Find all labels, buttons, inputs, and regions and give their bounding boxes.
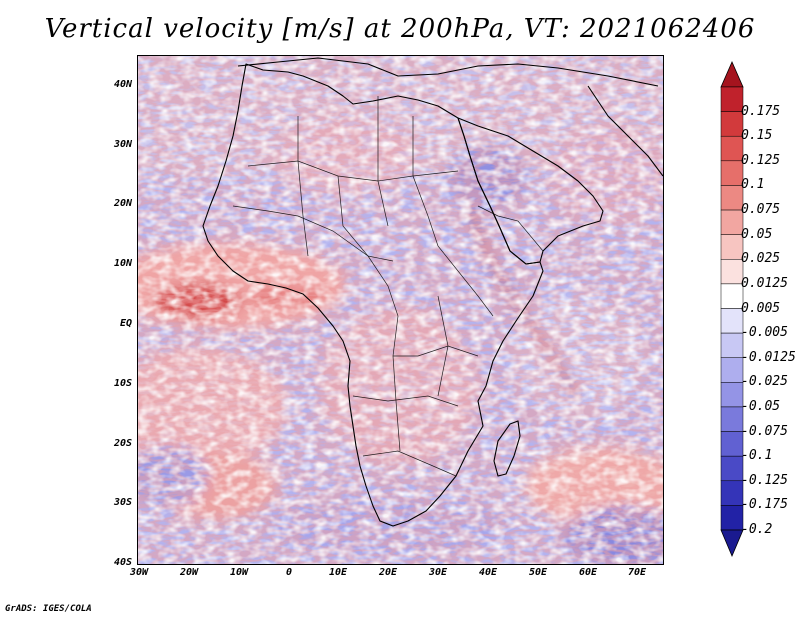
lon-label-40e: 40E <box>478 567 498 578</box>
lat-label-40n: 40N <box>113 79 132 90</box>
lon-label-10w: 10W <box>229 567 249 578</box>
lon-label-10e: 10E <box>328 567 348 578</box>
colorbar-tick-label: 0.1 <box>741 177 765 193</box>
colorbar-swatch <box>720 160 744 186</box>
lon-label-20e: 20E <box>378 567 398 578</box>
lon-label-30w: 30W <box>129 567 149 578</box>
colorbar-swatch <box>720 283 744 309</box>
colorbar-tick-label: -0.1 <box>741 448 773 464</box>
europe-coast <box>237 57 659 87</box>
lon-label-20w: 20W <box>179 567 199 578</box>
map-plot-area <box>137 55 664 565</box>
credit-text: GrADS: IGES/COLA <box>5 604 92 614</box>
lat-label-30n: 30N <box>113 139 132 150</box>
colorbar-tick-label: -0.0125 <box>741 349 796 365</box>
colorbar-swatch <box>720 406 744 432</box>
colorbar-swatch <box>720 135 744 162</box>
asia-coast <box>587 85 663 177</box>
colorbar-tick-label: 0.0125 <box>741 275 788 291</box>
colorbar-bottom-arrow <box>720 529 744 558</box>
colorbar-top-arrow <box>720 61 744 88</box>
lat-label-20s: 20S <box>113 438 132 449</box>
colorbar-tick-label: 0.15 <box>741 128 773 144</box>
colorbar-tick-label: -0.005 <box>741 325 788 341</box>
colorbar-swatch <box>720 111 744 137</box>
colorbar-swatch <box>720 382 744 408</box>
colorbar-swatch <box>720 332 744 358</box>
country-borders <box>232 96 544 477</box>
lat-label-20n: 20N <box>113 198 132 209</box>
colorbar-tick-label: 0.175 <box>741 103 781 119</box>
colorbar-swatch <box>720 209 744 235</box>
lon-label-70e: 70E <box>627 567 647 578</box>
colorbar-tick-label: -0.125 <box>741 472 788 488</box>
colorbar-tick-label: -0.175 <box>741 497 788 513</box>
colorbar-swatch <box>720 455 744 482</box>
coastlines <box>202 57 663 527</box>
lat-label-10s: 10S <box>113 378 132 389</box>
colorbar-swatch <box>720 234 744 260</box>
lon-label-60e: 60E <box>578 567 598 578</box>
colorbar-tick-label: 0.005 <box>741 300 781 316</box>
colorbar-swatch <box>720 185 744 211</box>
colorbar-tick-label: 0.075 <box>741 202 781 218</box>
colorbar-tick-label: -0.05 <box>741 398 781 414</box>
colorbar-tick-label: -0.025 <box>741 374 788 390</box>
colorbar-swatch <box>720 259 744 285</box>
lat-label-10n: 10N <box>113 258 132 269</box>
colorbar-swatch <box>720 480 744 506</box>
colorbar-swatch <box>720 357 744 383</box>
colorbar-tick-label: -0.075 <box>741 423 788 439</box>
velocity-texture-light <box>138 56 663 564</box>
colorbar-swatch <box>720 86 744 112</box>
colorbar-tick-label: -0.2 <box>741 522 773 537</box>
lon-label-30e: 30E <box>428 567 448 578</box>
colorbar-tick-label: 0.05 <box>741 226 773 242</box>
colorbar-swatch <box>720 505 744 531</box>
lon-label-50e: 50E <box>528 567 548 578</box>
lon-label-0: 0 <box>285 567 293 578</box>
colorbar-tick-label: 0.025 <box>741 251 781 267</box>
arabia-coast <box>457 117 604 265</box>
lat-label-eq: EQ <box>119 318 132 329</box>
lat-label-30s: 30S <box>113 497 132 508</box>
colorbar-swatch <box>720 431 744 457</box>
map-title: Vertical velocity [m/s] at 200hPa, VT: 2… <box>44 14 756 44</box>
colorbar <box>720 61 744 558</box>
velocity-field <box>138 56 663 564</box>
africa-coast <box>202 63 544 527</box>
colorbar-tick-label: 0.125 <box>741 152 781 168</box>
lat-label-40s: 40S <box>113 557 132 568</box>
madagascar-coast <box>493 420 521 477</box>
colorbar-swatch <box>720 308 744 334</box>
